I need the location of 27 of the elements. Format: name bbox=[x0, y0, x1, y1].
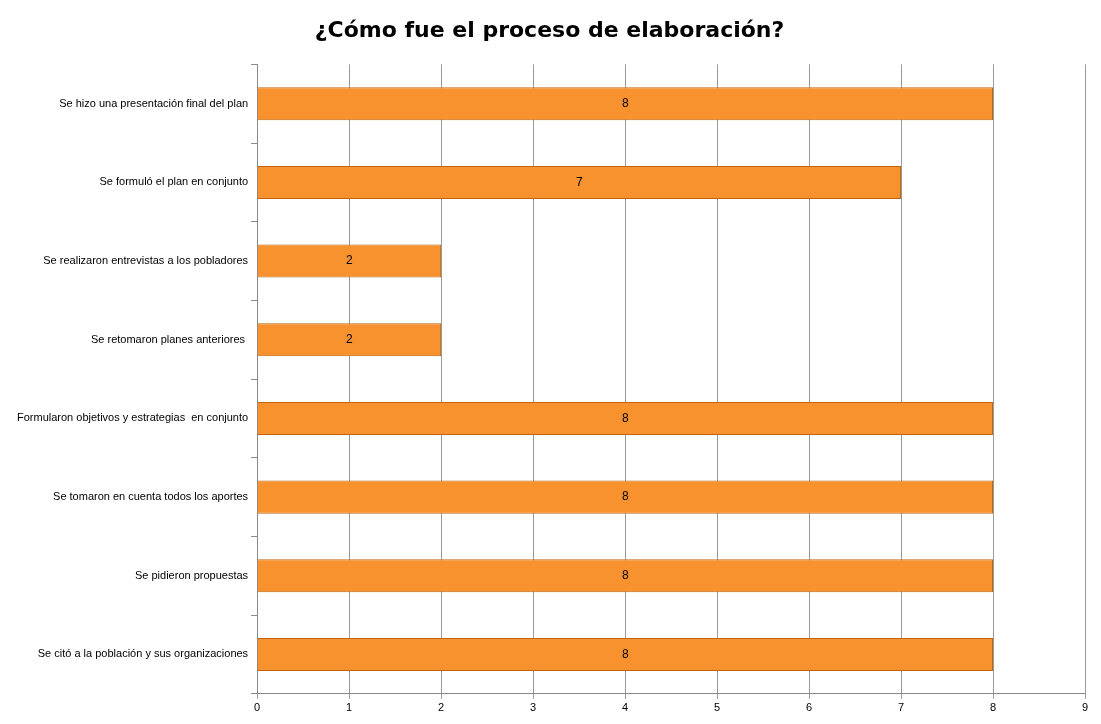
y-tick-label: Se hizo una presentación final del plan bbox=[59, 96, 249, 109]
y-tick-label: Se tomaron en cuenta todos los aportes bbox=[53, 490, 249, 503]
data-label: 8 bbox=[621, 96, 629, 111]
x-tick-label: 0 bbox=[254, 701, 261, 714]
data-label: 2 bbox=[346, 253, 354, 268]
x-tick-label: 6 bbox=[805, 701, 813, 714]
x-tick-label: 4 bbox=[622, 701, 629, 714]
data-label: 8 bbox=[621, 489, 629, 504]
y-tick-label: Se pidieron propuestas bbox=[134, 568, 249, 581]
x-tick-label: 3 bbox=[530, 701, 537, 714]
x-tick-label: 8 bbox=[989, 701, 997, 714]
x-tick-label: 2 bbox=[438, 701, 445, 714]
x-tick-label: 1 bbox=[346, 701, 353, 714]
data-label: 8 bbox=[621, 646, 629, 661]
data-label: 8 bbox=[621, 410, 629, 425]
x-tick-label: 5 bbox=[713, 701, 721, 714]
data-label: 2 bbox=[346, 332, 354, 347]
chart-title: ¿Cómo fue el proceso de elaboración? bbox=[314, 16, 785, 42]
y-tick-label: Se retomaron planes anteriores bbox=[90, 332, 249, 345]
y-tick-label: Se realizaron entrevistas a los pobladores bbox=[43, 254, 249, 267]
y-tick-label: Formularon objetivos y estrategias en conjunto bbox=[17, 411, 249, 424]
data-label: 8 bbox=[621, 568, 629, 583]
y-tick-label: Se citó a la población y sus organizaciones bbox=[37, 647, 249, 660]
y-tick-label: Se formuló el plan en conjunto bbox=[99, 175, 249, 188]
x-tick-label: 9 bbox=[1081, 701, 1089, 714]
x-tick-label: 7 bbox=[897, 701, 905, 714]
data-label: 7 bbox=[575, 174, 583, 189]
